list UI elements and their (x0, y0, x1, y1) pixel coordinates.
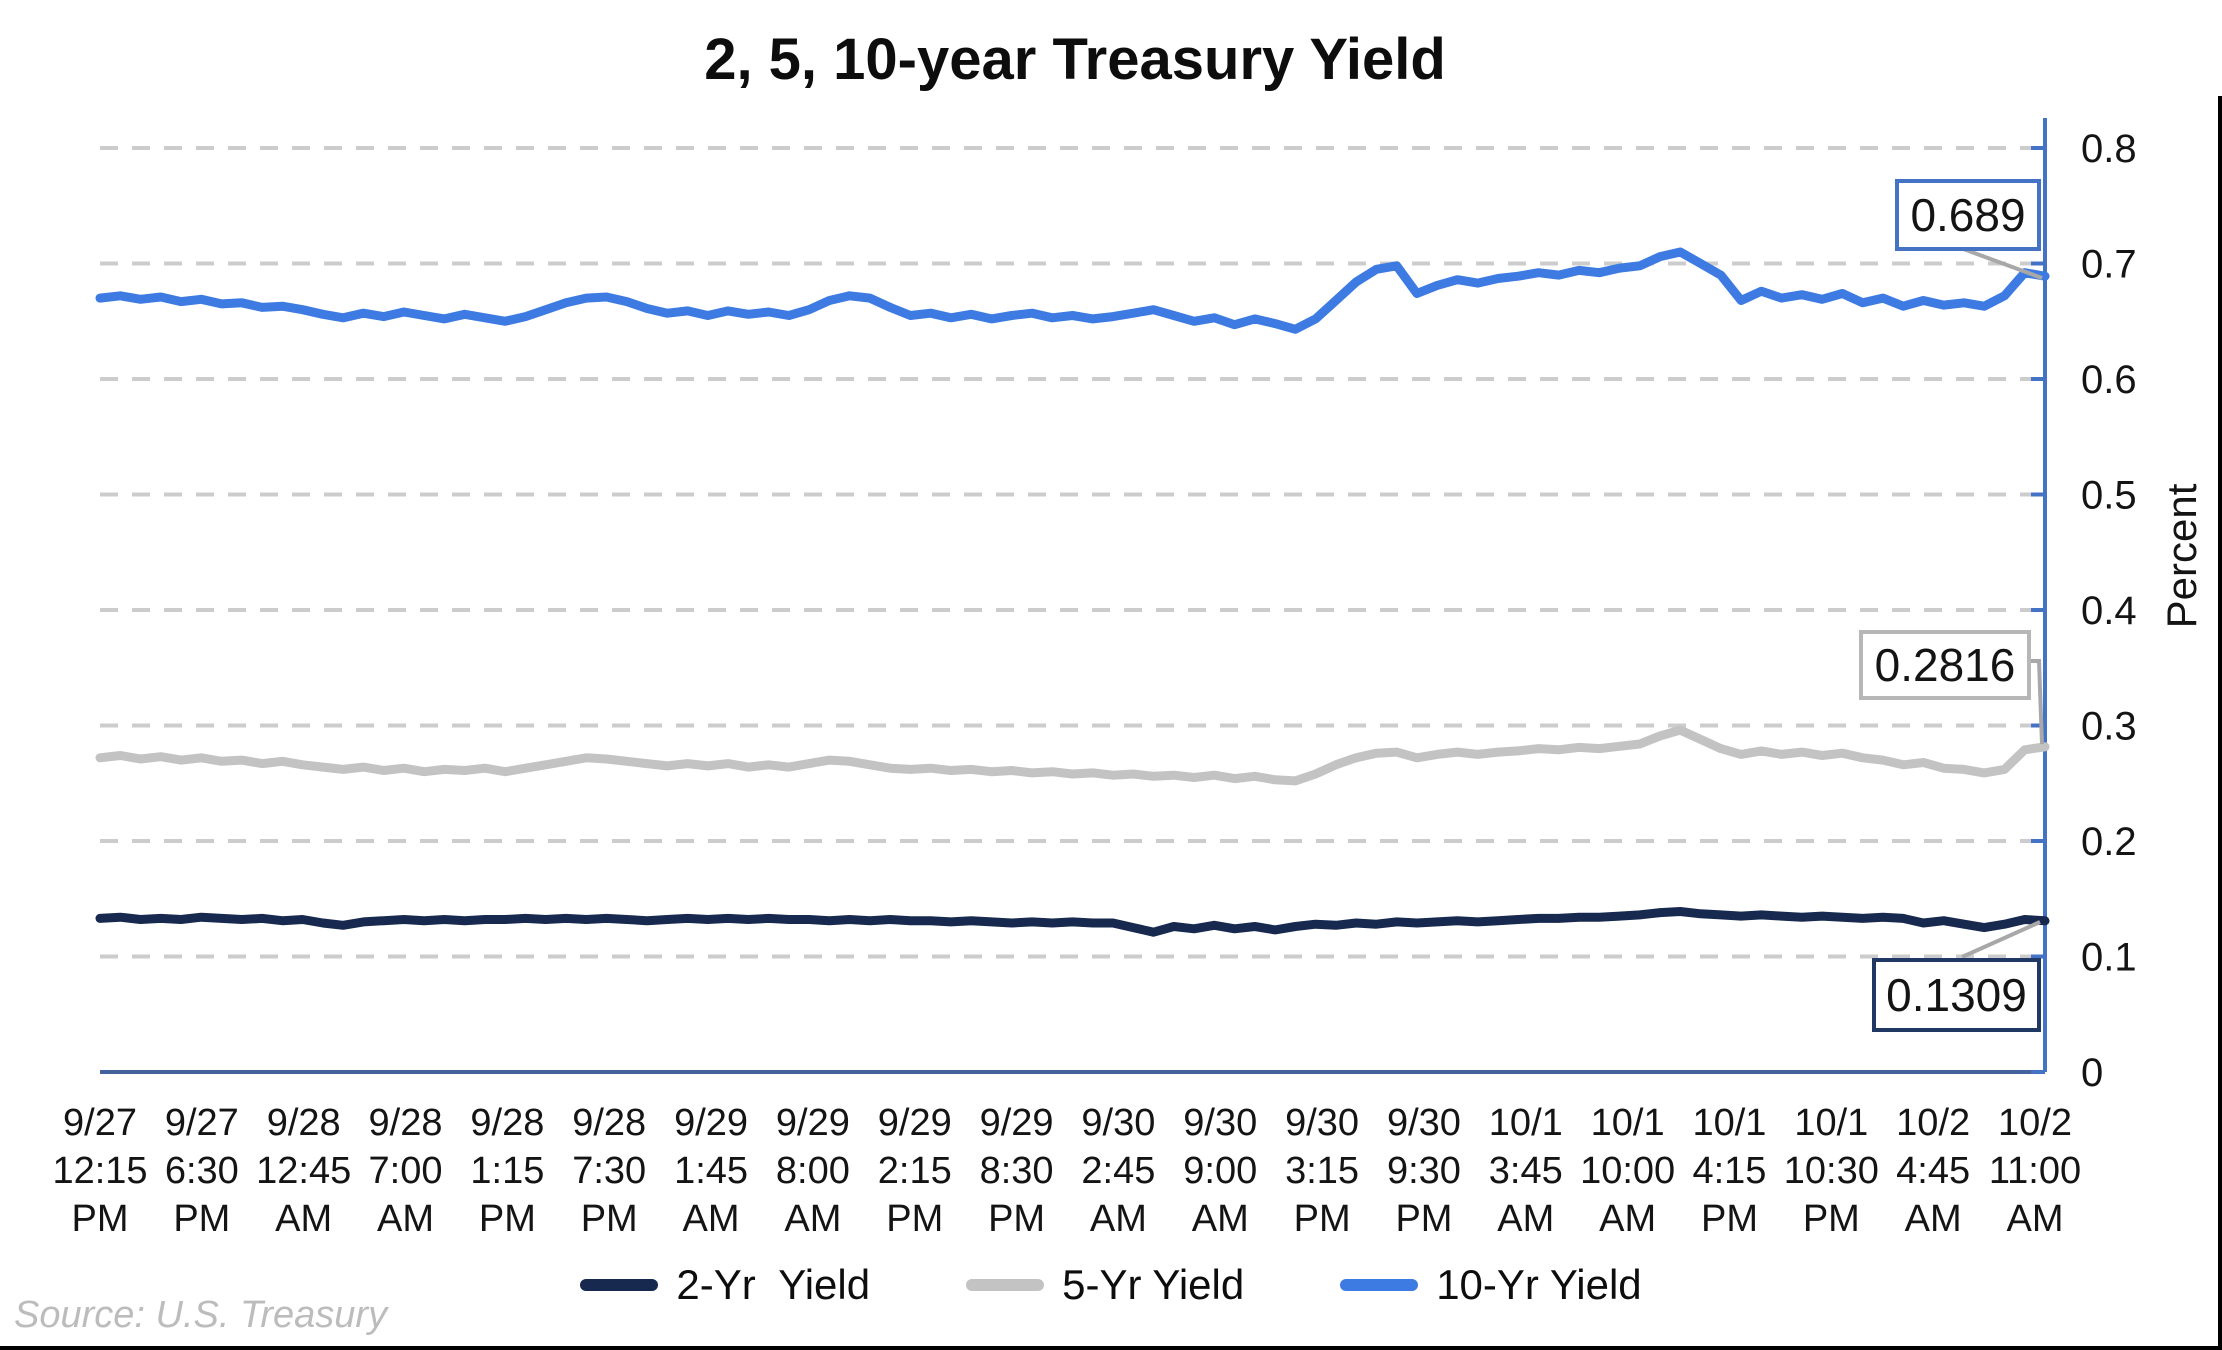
legend-label-2yr: 2-Yr Yield (676, 1261, 871, 1308)
legend-label-10yr: 10-Yr Yield (1436, 1261, 1642, 1308)
page-right-border (2218, 96, 2222, 1350)
x-tick-label: 9/28 7:30 PM (572, 1102, 647, 1240)
legend-item-5yr: 5-Yr Yield (966, 1261, 1244, 1309)
legend-item-10yr: 10-Yr Yield (1340, 1261, 1642, 1309)
x-tick-label: 9/30 9:00 AM (1183, 1102, 1258, 1240)
legend-swatch-5yr (966, 1279, 1045, 1291)
page-bottom-border (0, 1346, 2222, 1350)
chart-legend: 2-Yr Yield 5-Yr Yield 10-Yr Yield (0, 1254, 2222, 1316)
x-tick-label: 10/1 3:45 AM (1488, 1102, 1563, 1240)
x-tick-label: 9/27 6:30 PM (164, 1102, 239, 1240)
x-tick-label: 9/29 1:45 AM (674, 1102, 749, 1240)
series-line-10yr (95, 247, 2050, 334)
annotation-2yr-text: 0.1309 (1886, 969, 2027, 1021)
legend-item-2yr: 2-Yr Yield (580, 1261, 870, 1309)
annotation-10yr-value: 0.689 (1895, 179, 2041, 251)
x-tick-label: 10/2 4:45 AM (1896, 1102, 1971, 1240)
y-tick-label: 0.2 (2081, 820, 2137, 864)
legend-label-5yr: 5-Yr Yield (1062, 1261, 1245, 1308)
x-tick-label: 9/30 2:45 AM (1081, 1102, 1156, 1240)
annotation-5yr-value: 0.2816 (1859, 630, 2031, 700)
x-tick-label: 9/27 12:15 PM (52, 1102, 148, 1240)
annotation-10yr-text: 0.689 (1910, 189, 2026, 241)
series-line-2yr (95, 907, 2050, 937)
y-tick-label: 0 (2081, 1051, 2103, 1095)
x-tick-label: 9/29 8:30 PM (979, 1102, 1054, 1240)
annotation-2yr-value: 0.1309 (1872, 958, 2041, 1032)
legend-swatch-2yr (580, 1279, 659, 1291)
leader-2yr (1961, 920, 2041, 959)
y-tick-label: 0.6 (2081, 358, 2137, 402)
x-tick-label: 9/29 2:15 PM (877, 1102, 952, 1240)
x-tick-label: 10/2 11:00 AM (1988, 1102, 2082, 1240)
y-tick-label: 0.1 (2081, 936, 2137, 980)
legend-swatch-10yr (1340, 1279, 1419, 1291)
series-line-5yr (95, 725, 2050, 786)
x-tick-label: 9/30 9:30 PM (1386, 1102, 1461, 1240)
x-tick-label: 10/1 10:30 PM (1783, 1102, 1879, 1240)
source-caption: Source: U.S. Treasury (14, 1294, 388, 1336)
y-tick-label: 0.8 (2081, 127, 2137, 171)
y-tick-label: 0.7 (2081, 243, 2137, 287)
x-tick-label: 9/30 3:15 PM (1285, 1102, 1360, 1240)
y-tick-label: 0.4 (2081, 589, 2137, 633)
x-tick-label: 10/1 4:15 PM (1692, 1102, 1767, 1240)
leader-10yr (1957, 245, 2043, 280)
x-tick-label: 9/28 12:45 AM (256, 1102, 352, 1240)
x-tick-label: 10/1 10:00 AM (1580, 1102, 1676, 1240)
y-tick-label: 0.3 (2081, 705, 2137, 749)
x-tick-label: 9/28 1:15 PM (470, 1102, 545, 1240)
chart-title: 2, 5, 10-year Treasury Yield (704, 27, 1446, 92)
x-tick-label: 9/29 8:00 AM (775, 1102, 850, 1240)
x-tick-label: 9/28 7:00 AM (368, 1102, 443, 1240)
y-axis-title: Percent (2158, 483, 2205, 628)
y-tick-label: 0.5 (2081, 474, 2137, 518)
annotation-5yr-text: 0.2816 (1874, 639, 2016, 691)
